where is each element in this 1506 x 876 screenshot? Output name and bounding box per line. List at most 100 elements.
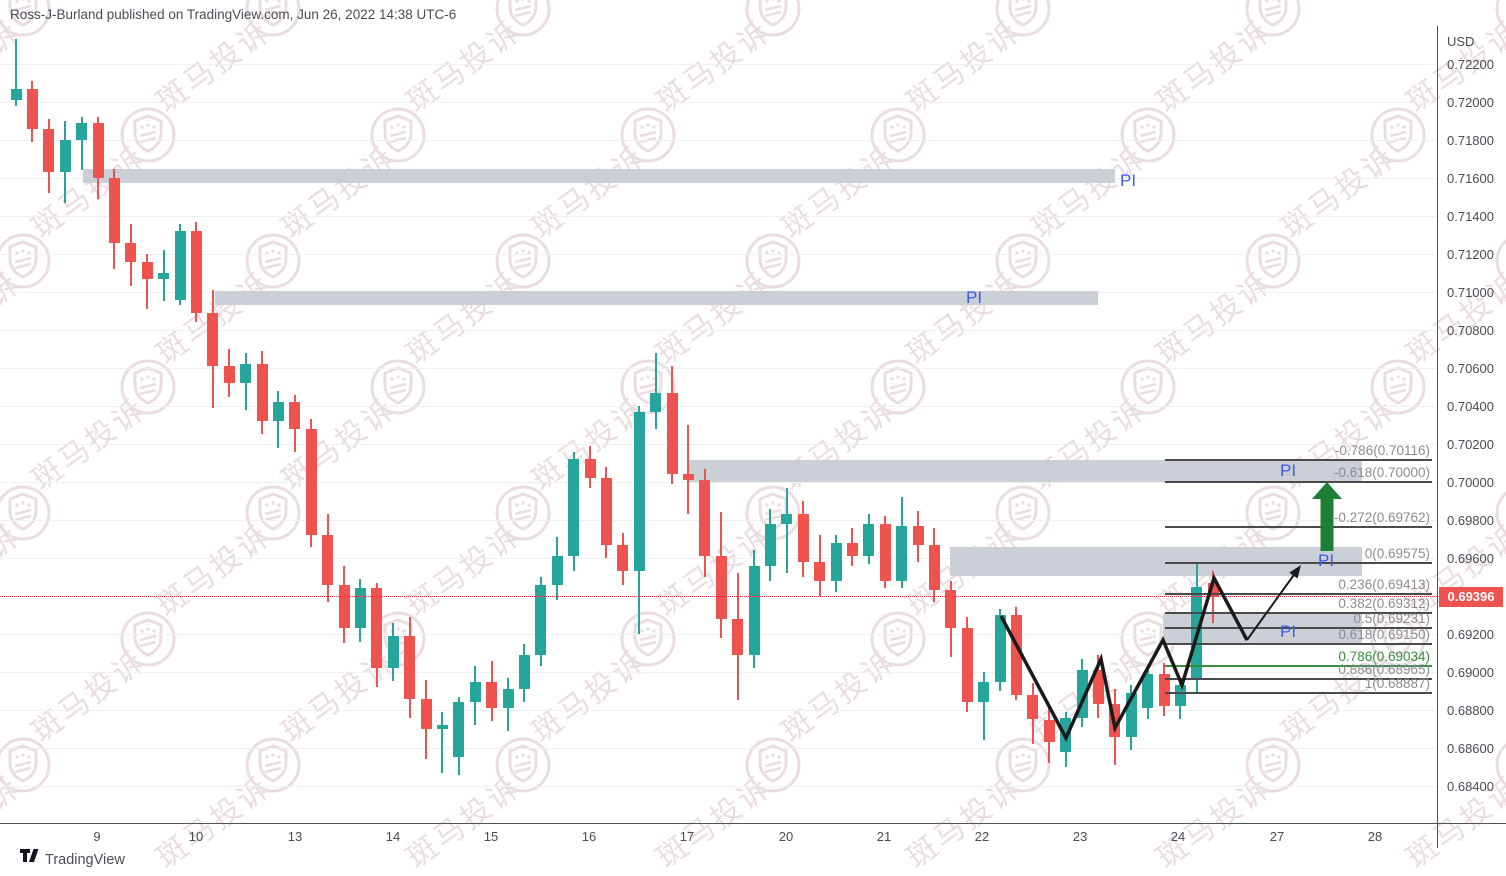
candle[interactable] xyxy=(879,523,891,581)
fib-level-label[interactable]: 0(0.69575) xyxy=(1364,545,1430,561)
candle[interactable] xyxy=(59,140,71,173)
candle[interactable] xyxy=(141,261,153,279)
fib-level-line[interactable] xyxy=(1165,642,1432,645)
fib-level-label[interactable]: -0.786(0.70116) xyxy=(1334,442,1430,458)
candle[interactable] xyxy=(814,561,826,581)
candle[interactable] xyxy=(1207,582,1219,597)
candle[interactable] xyxy=(682,474,694,481)
candle[interactable] xyxy=(748,565,760,655)
candle[interactable] xyxy=(650,392,662,412)
candle[interactable] xyxy=(732,618,744,655)
fib-level-label[interactable]: 0.886(0.68965) xyxy=(1338,661,1430,677)
fib-level-label[interactable]: 1(0.68887) xyxy=(1364,676,1430,692)
supply-demand-zone[interactable] xyxy=(689,459,1362,482)
candle[interactable] xyxy=(404,635,416,699)
candle[interactable] xyxy=(354,588,366,629)
fib-level-line[interactable] xyxy=(1165,592,1432,595)
candle[interactable] xyxy=(535,584,547,655)
candle[interactable] xyxy=(715,556,727,619)
candle[interactable] xyxy=(1125,692,1137,737)
candle[interactable] xyxy=(371,588,383,669)
zone-pi-label[interactable]: PI xyxy=(1280,622,1297,641)
candle[interactable] xyxy=(256,364,268,422)
candle[interactable] xyxy=(92,122,104,178)
candle[interactable] xyxy=(207,312,219,367)
fib-level-label[interactable]: 0.5(0.69231) xyxy=(1353,611,1430,627)
candle[interactable] xyxy=(1092,670,1104,705)
candle[interactable] xyxy=(633,411,645,572)
candle[interactable] xyxy=(436,725,448,729)
candle[interactable] xyxy=(1076,670,1088,718)
zone-pi-label[interactable]: PI xyxy=(1120,171,1137,190)
fib-level-line[interactable] xyxy=(1165,458,1432,461)
candle[interactable] xyxy=(518,654,530,690)
zone-pi-label[interactable]: PI xyxy=(1280,461,1297,480)
candle[interactable] xyxy=(896,525,908,581)
fib-level-line[interactable] xyxy=(1165,526,1432,529)
fib-level-line[interactable] xyxy=(1165,627,1432,630)
candle[interactable] xyxy=(978,681,990,703)
fib-level-label[interactable]: -0.618(0.70000) xyxy=(1333,465,1430,480)
candle[interactable] xyxy=(830,542,842,581)
candle[interactable] xyxy=(1174,685,1186,707)
fib-level-label[interactable]: 0.618(0.69150) xyxy=(1338,626,1430,642)
candle[interactable] xyxy=(568,459,580,557)
candle[interactable] xyxy=(486,681,498,709)
fib-level-line[interactable] xyxy=(1165,692,1432,695)
candle[interactable] xyxy=(600,478,612,545)
candle[interactable] xyxy=(76,122,88,140)
candle[interactable] xyxy=(420,698,432,729)
green-up-arrow-drawing[interactable] xyxy=(1312,482,1342,551)
fib-level-line[interactable] xyxy=(1165,611,1432,614)
candle[interactable] xyxy=(387,635,399,669)
candle[interactable] xyxy=(322,535,334,585)
fib-level-line[interactable] xyxy=(1165,677,1432,680)
candle[interactable] xyxy=(863,523,875,557)
fib-level-line[interactable] xyxy=(1165,664,1432,667)
candle[interactable] xyxy=(289,402,301,429)
supply-demand-zone[interactable] xyxy=(83,168,1115,183)
candle[interactable] xyxy=(453,702,465,758)
candle[interactable] xyxy=(666,392,678,475)
fib-level-label[interactable]: 0.236(0.69413) xyxy=(1338,576,1430,592)
candle[interactable] xyxy=(125,242,137,262)
candle[interactable] xyxy=(781,514,793,524)
candle[interactable] xyxy=(272,402,284,422)
zigzag-projection-drawing[interactable] xyxy=(999,573,1249,742)
candle[interactable] xyxy=(912,525,924,545)
candle[interactable] xyxy=(961,628,973,703)
candle[interactable] xyxy=(223,366,235,384)
candle[interactable] xyxy=(617,544,629,572)
candle[interactable] xyxy=(764,523,776,566)
fib-level-label[interactable]: -0.272(0.69762) xyxy=(1333,510,1430,526)
candle[interactable] xyxy=(1010,615,1022,695)
candle[interactable] xyxy=(502,689,514,709)
candle[interactable] xyxy=(584,459,596,479)
candle[interactable] xyxy=(945,590,957,629)
candle[interactable] xyxy=(551,556,563,585)
candle[interactable] xyxy=(1142,673,1154,709)
candle[interactable] xyxy=(26,88,38,129)
candle[interactable] xyxy=(1043,719,1055,743)
fib-level-line[interactable] xyxy=(1165,481,1432,483)
candle[interactable] xyxy=(158,273,170,279)
candle[interactable] xyxy=(928,544,940,591)
zone-pi-label[interactable]: PI xyxy=(966,288,983,307)
candle[interactable] xyxy=(174,231,186,300)
supply-demand-zone[interactable] xyxy=(215,291,1098,306)
candle[interactable] xyxy=(338,584,350,629)
candle[interactable] xyxy=(699,480,711,557)
candle[interactable] xyxy=(190,231,202,313)
fib-level-line[interactable] xyxy=(1165,561,1432,564)
candle[interactable] xyxy=(240,364,252,384)
zone-pi-label[interactable]: PI xyxy=(1318,551,1335,570)
candle[interactable] xyxy=(305,428,317,536)
candle[interactable] xyxy=(797,514,809,562)
projection-arrow-line[interactable] xyxy=(1246,572,1296,641)
candle[interactable] xyxy=(994,615,1006,682)
tradingview-brand[interactable]: TradingView xyxy=(20,849,125,871)
fib-level-label[interactable]: 0.382(0.69312) xyxy=(1338,595,1430,611)
candle[interactable] xyxy=(846,542,858,557)
candle[interactable] xyxy=(469,681,481,703)
candle[interactable] xyxy=(1158,673,1170,707)
